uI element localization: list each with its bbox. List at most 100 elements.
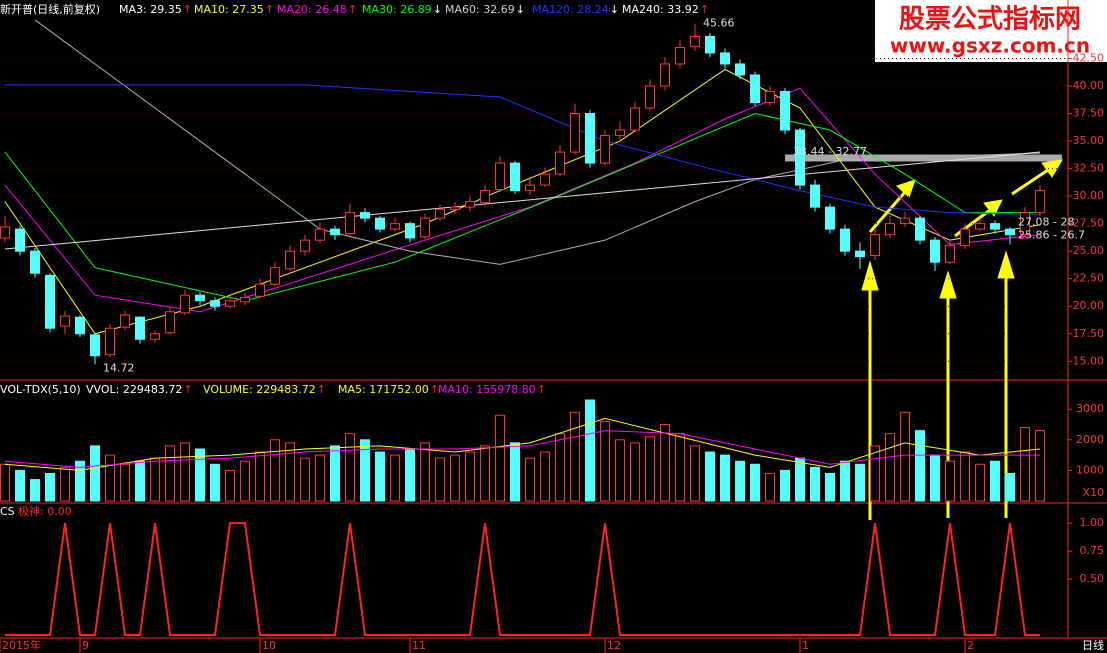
volume-bar [1035, 430, 1045, 502]
volume-bar [210, 463, 220, 502]
volume-bar [150, 457, 160, 502]
y-tick-label: 22.50 [1073, 272, 1105, 285]
candle-body [1005, 228, 1015, 236]
arrow [868, 191, 907, 233]
annotation: 27.08 - 28 [1018, 215, 1074, 228]
legend-text: MA20: 26.48 [277, 3, 347, 16]
candle-body [720, 52, 730, 65]
y-tick-label: 32.50 [1073, 162, 1105, 175]
frame [0, 0, 1107, 639]
candle-body [15, 228, 25, 252]
volume-bar [375, 451, 385, 502]
legend-trend: ↑ [348, 3, 357, 16]
y-tick-label: 0.75 [1080, 544, 1105, 557]
candle-body [750, 74, 760, 103]
arrow-head [896, 179, 916, 198]
y-tick-label: 42.50 [1073, 51, 1105, 64]
legend-text: VOLUME: 229483.72 [203, 383, 316, 396]
legend-trend: ↑ [183, 383, 192, 396]
candle-body [375, 217, 385, 230]
y-tick-label: 35.00 [1073, 134, 1105, 147]
volume-bar [390, 454, 400, 502]
candle-body [885, 223, 895, 236]
volume-bar [480, 445, 490, 502]
volume-bar [165, 445, 175, 502]
volume-bar [810, 466, 820, 502]
volume-bar [765, 472, 775, 502]
annotation: 45.66 [703, 17, 735, 30]
candle-body [120, 314, 130, 328]
candle-body [360, 212, 370, 219]
candle-body [225, 300, 235, 307]
candle-body [285, 250, 295, 270]
volume-ma-line [4, 417, 1041, 471]
volume-bar [705, 451, 715, 502]
volume-bar [825, 472, 835, 502]
candle-body [240, 296, 250, 303]
candle-body [810, 184, 820, 208]
candle-body [210, 300, 220, 307]
candle-body [165, 311, 175, 334]
candle-body [855, 250, 865, 258]
candle-body [870, 234, 880, 257]
x-tick-label: 12 [607, 639, 621, 652]
candle-body [330, 228, 340, 236]
candle-body [300, 239, 310, 252]
volume-bar [600, 420, 610, 502]
y-tick-label: 27.50 [1073, 217, 1105, 230]
x-tick-label: 1 [802, 639, 809, 652]
candle-body [555, 151, 565, 175]
candle-body [45, 274, 55, 329]
volume-bar [0, 463, 10, 502]
annotation: 14.72 [103, 361, 135, 374]
y-tick-label: 1000 [1076, 463, 1104, 476]
ma-line [4, 68, 1041, 335]
y-tick-label: 3000 [1076, 402, 1104, 415]
volume-bar [645, 436, 655, 502]
candle-body [765, 90, 775, 104]
arrow-head [997, 250, 1015, 279]
y-tick-label: 40.00 [1073, 79, 1105, 92]
candle-body [645, 85, 655, 109]
volume-bar [270, 439, 280, 502]
volume-bar [1020, 427, 1030, 502]
volume-bar [225, 469, 235, 502]
volume-bar [405, 448, 415, 502]
candle-body [150, 333, 160, 340]
volume-bar [1005, 472, 1015, 502]
legend-text: MA120: 28.24 [532, 3, 609, 16]
candle-body [960, 228, 970, 247]
x-tick-label: 10 [262, 639, 276, 652]
volume-bar [90, 445, 100, 502]
candle-body [930, 239, 940, 263]
legend-trend: ↑ [700, 3, 709, 16]
candle-body [315, 228, 325, 241]
volume-bar [285, 442, 295, 502]
volume-bar [75, 460, 85, 502]
candle-body [75, 316, 85, 335]
volume-bar [870, 445, 880, 502]
annotation: 33.44 - 32.77 [793, 145, 867, 158]
legend-text: VVOL: 229483.72 [86, 383, 182, 396]
volume-bar [105, 454, 115, 502]
volume-bar [180, 442, 190, 502]
volume-bar [660, 423, 670, 502]
volume-bar [840, 460, 850, 502]
candle-body [495, 162, 505, 190]
legend-text: MA10: 27.35 [194, 3, 264, 16]
volume-bar [975, 463, 985, 502]
volume-bar [990, 460, 1000, 502]
volume-bar [15, 469, 25, 502]
volume-bar [855, 463, 865, 502]
candle-body [975, 223, 985, 230]
arrow [1011, 168, 1049, 196]
volume-bar [45, 472, 55, 502]
volume-bar [135, 460, 145, 502]
candle-body [675, 46, 685, 65]
candle-body [480, 190, 490, 204]
candle-body [1035, 190, 1045, 214]
candle-body [945, 245, 955, 263]
candle-body [1020, 212, 1030, 236]
candle-body [825, 206, 835, 230]
